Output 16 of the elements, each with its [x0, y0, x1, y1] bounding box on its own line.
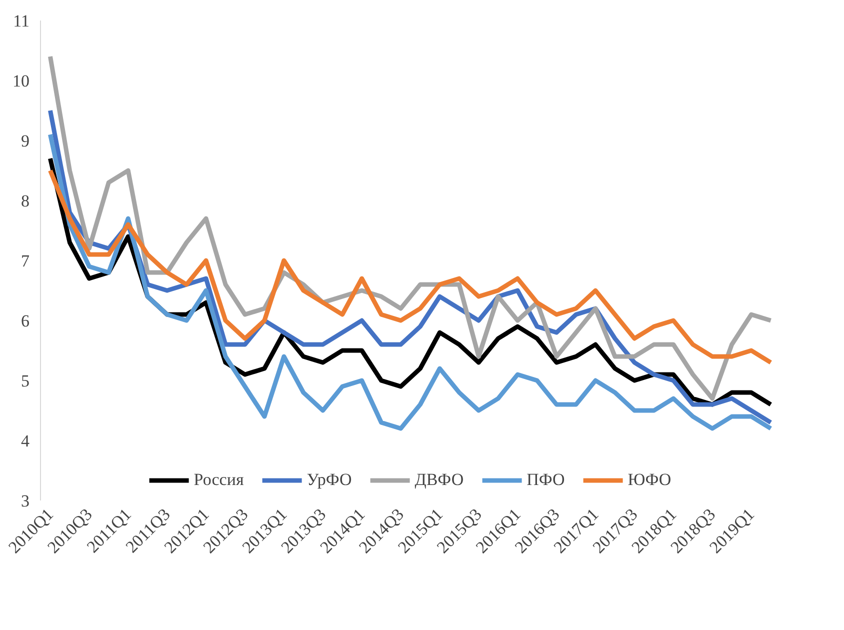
y-tick-label: 11: [13, 12, 30, 30]
line-series: [48, 54, 774, 401]
legend-label: ЮФО: [628, 470, 672, 490]
legend-label: ПФО: [526, 470, 565, 490]
y-tick-label: 8: [21, 192, 30, 210]
y-tick-label: 7: [21, 252, 30, 270]
legend-label: ДВФО: [414, 470, 464, 490]
y-tick-label: 3: [21, 492, 30, 510]
legend-label: УрФО: [306, 470, 352, 490]
y-tick-label: 4: [21, 432, 30, 450]
legend-label: Россия: [194, 470, 244, 490]
y-tick-label: 5: [21, 372, 30, 390]
y-tick-label: 10: [12, 72, 30, 90]
line-series: [48, 168, 774, 365]
y-tick-label: 9: [21, 132, 30, 150]
y-tick-label: 6: [21, 312, 30, 330]
